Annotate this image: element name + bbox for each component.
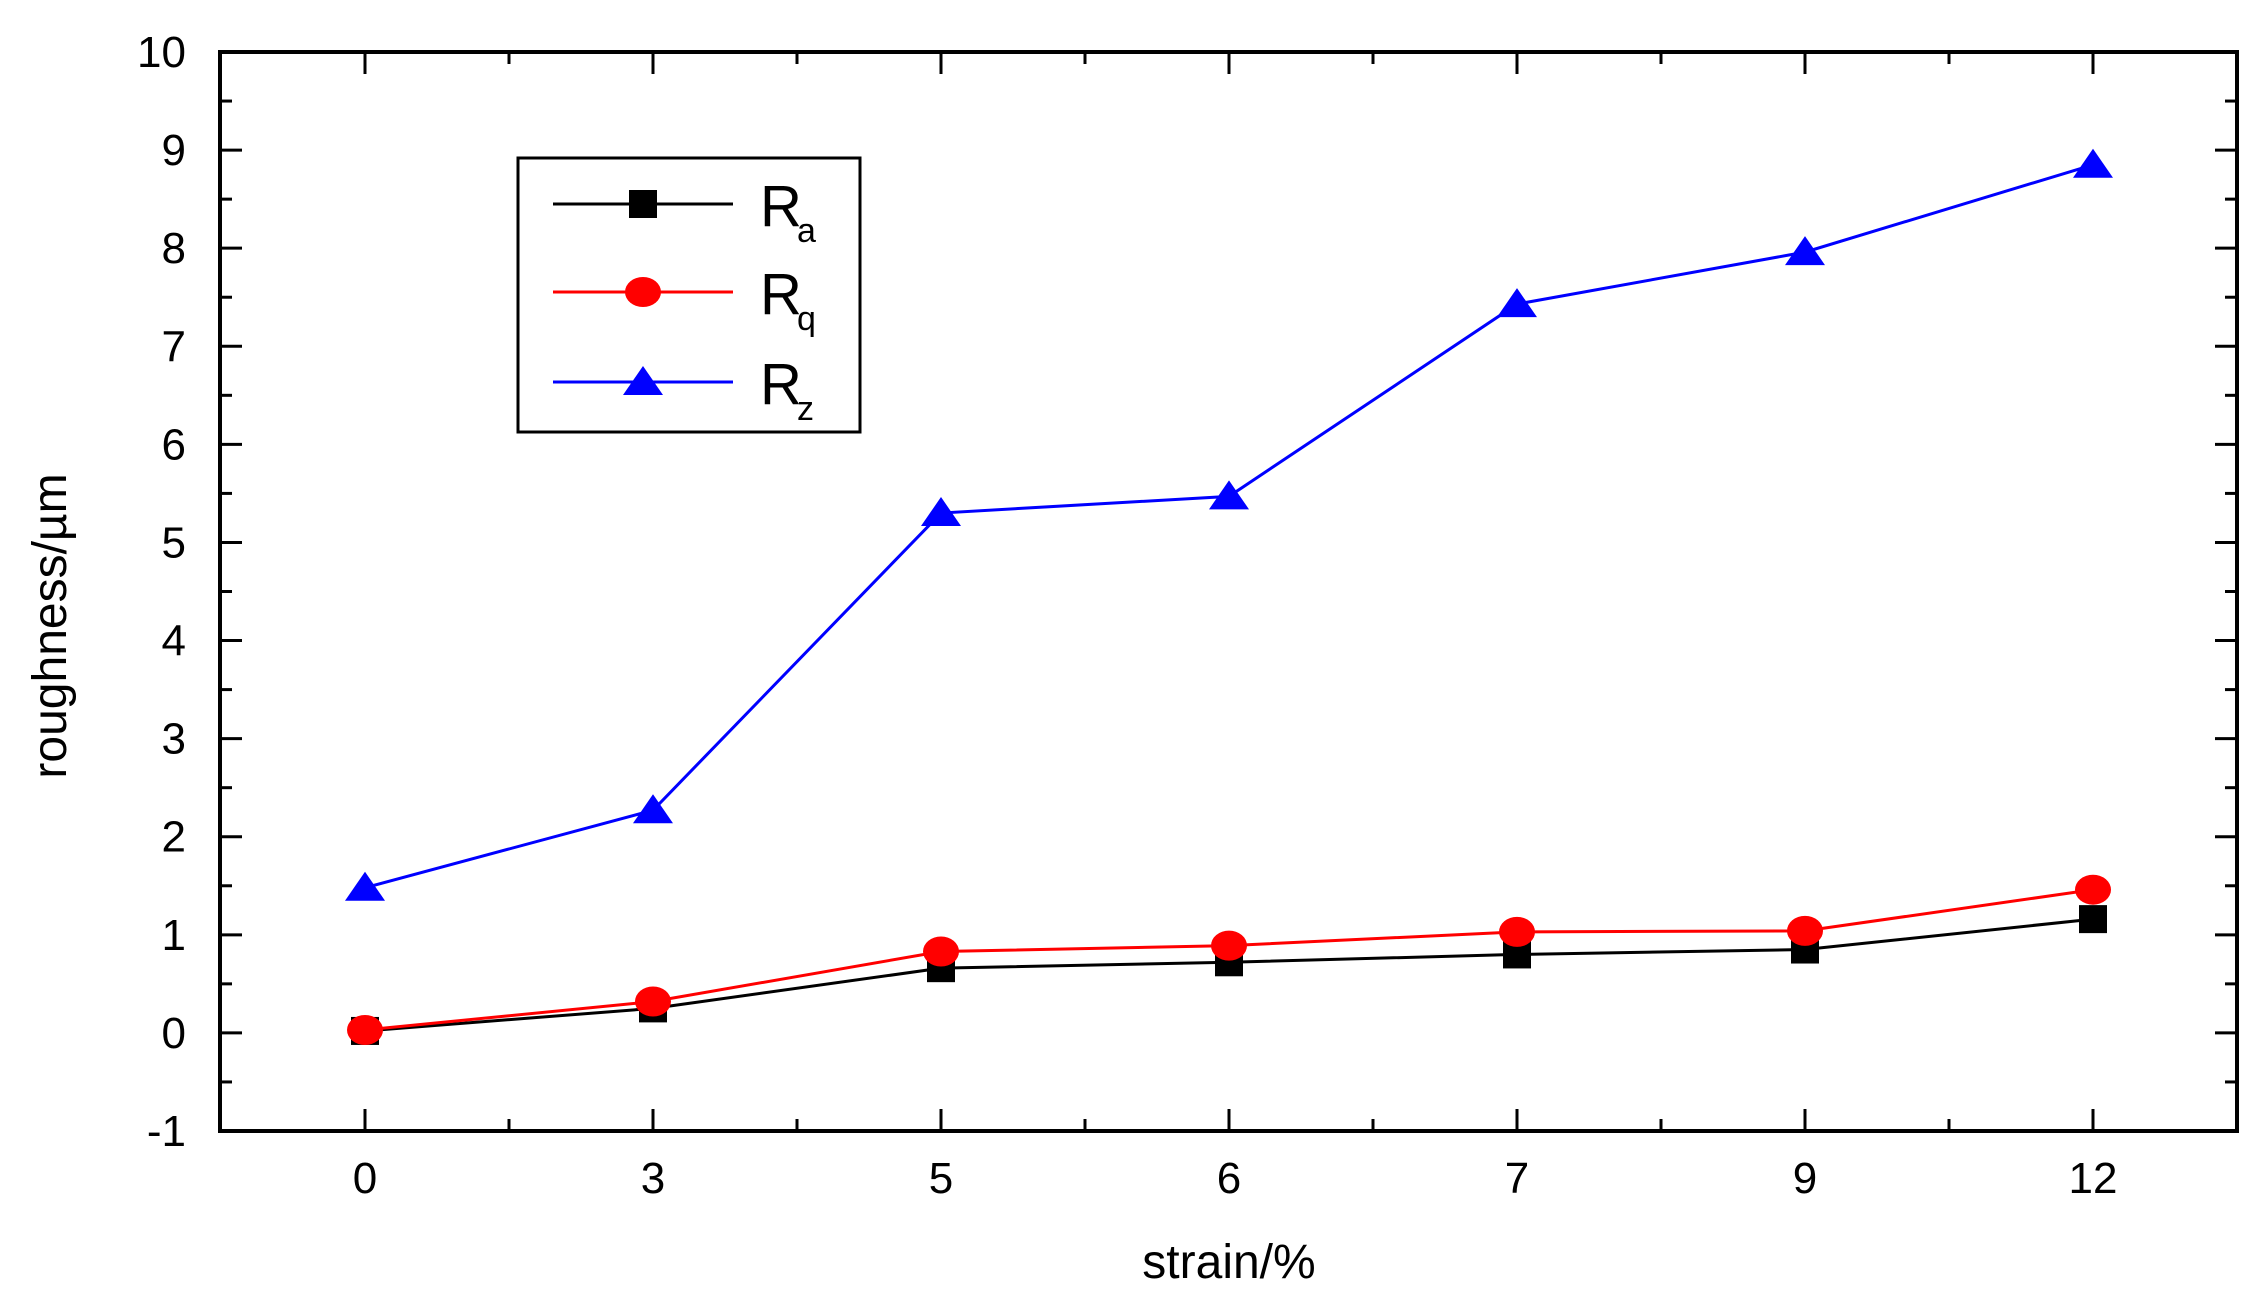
data-point-rq bbox=[2075, 874, 2111, 905]
y-axis-title: roughness/µm bbox=[24, 473, 77, 778]
y-tick-label: 3 bbox=[162, 715, 186, 764]
data-point-rq bbox=[1499, 916, 1535, 947]
data-point-ra bbox=[2079, 905, 2107, 934]
legend-label-ra: R bbox=[760, 174, 802, 239]
data-point-rz bbox=[633, 794, 673, 824]
y-tick-label: 4 bbox=[162, 617, 186, 666]
legend-label-rz: R bbox=[760, 352, 802, 417]
y-tick-label: 7 bbox=[162, 322, 186, 371]
x-axis-ticks: 0 3 5 6 7 9 12 bbox=[353, 52, 2118, 1203]
data-point-rq bbox=[1787, 915, 1823, 946]
legend-sublabel-rq: q bbox=[797, 300, 816, 338]
x-tick-label: 0 bbox=[353, 1154, 377, 1203]
y-tick-label: 9 bbox=[162, 126, 186, 175]
y-tick-label: 10 bbox=[137, 28, 186, 77]
data-point-rz bbox=[2073, 148, 2113, 178]
x-tick-label: 5 bbox=[929, 1154, 953, 1203]
x-tick-label: 9 bbox=[1793, 1154, 1817, 1203]
y-tick-label: 6 bbox=[162, 420, 186, 469]
y-tick-label: -1 bbox=[147, 1107, 186, 1156]
data-point-rq bbox=[347, 1014, 383, 1045]
data-point-rz bbox=[1785, 236, 1825, 266]
x-tick-label: 7 bbox=[1505, 1154, 1529, 1203]
y-tick-label: 5 bbox=[162, 518, 186, 567]
data-point-rq bbox=[923, 936, 959, 967]
data-point-rq bbox=[1211, 930, 1247, 961]
legend-marker-ra bbox=[629, 190, 657, 218]
legend-label-rq: R bbox=[760, 262, 802, 327]
x-axis-title: strain/% bbox=[1142, 1236, 1315, 1289]
legend-sublabel-rz: z bbox=[797, 390, 814, 428]
x-tick-label: 6 bbox=[1217, 1154, 1241, 1203]
legend-marker-rq bbox=[625, 277, 661, 307]
y-tick-label: 2 bbox=[162, 813, 186, 862]
legend-sublabel-ra: a bbox=[797, 212, 816, 250]
data-point-rz bbox=[1209, 480, 1249, 510]
data-point-rz bbox=[921, 497, 961, 527]
legend-marker-rz bbox=[623, 366, 663, 395]
y-tick-label: 0 bbox=[162, 1009, 186, 1058]
x-tick-label: 12 bbox=[2069, 1154, 2118, 1203]
data-point-rz bbox=[1497, 288, 1537, 318]
y-axis-ticks: -1 0 1 2 3 4 5 6 7 8 9 10 bbox=[137, 28, 2237, 1156]
y-tick-label: 8 bbox=[162, 224, 186, 273]
y-tick-label: 1 bbox=[162, 911, 186, 960]
data-point-rz bbox=[345, 871, 385, 901]
series-markers bbox=[345, 148, 2113, 1045]
x-tick-label: 3 bbox=[641, 1154, 665, 1203]
data-point-rq bbox=[635, 986, 671, 1017]
